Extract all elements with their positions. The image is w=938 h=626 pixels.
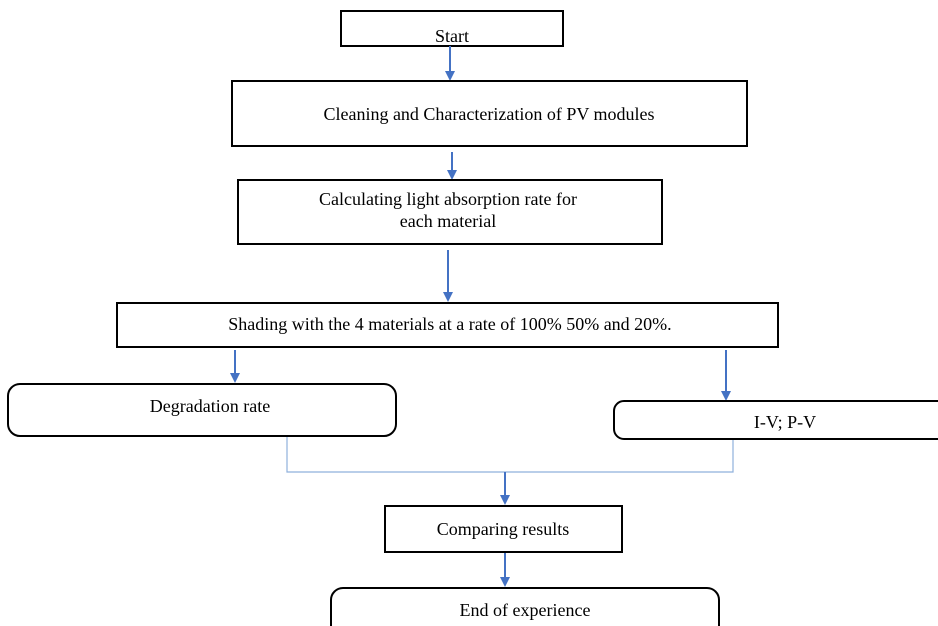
process-box [384,505,623,553]
node-label: End of experience [460,600,591,620]
node-label: Cleaning and Characterization of PV modu… [323,104,654,124]
process-box [237,179,663,245]
result-box [613,400,938,440]
node-label: each material [400,211,496,231]
end-box [330,587,720,626]
node-label: Comparing results [437,519,570,539]
connector [286,437,734,473]
node-label: Degradation rate [150,396,270,416]
node-label: Start [435,26,469,46]
node-label: I-V; P-V [754,412,816,432]
start-box [340,10,564,47]
node-label: Calculating light absorption rate for [319,189,577,209]
process-box [231,80,748,147]
process-box [116,302,779,348]
node-label: Shading with the 4 materials at a rate o… [228,314,671,334]
result-box [7,383,397,437]
